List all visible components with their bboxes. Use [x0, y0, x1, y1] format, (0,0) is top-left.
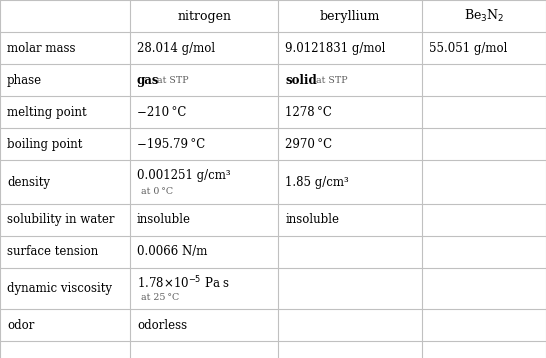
Text: 1278 °C: 1278 °C — [286, 106, 333, 118]
Text: 2970 °C: 2970 °C — [286, 138, 333, 151]
Text: surface tension: surface tension — [7, 246, 98, 258]
Text: density: density — [7, 175, 50, 189]
Text: beryllium: beryllium — [320, 10, 380, 23]
Text: at 25 °C: at 25 °C — [141, 293, 179, 302]
Text: −195.79 °C: −195.79 °C — [137, 138, 205, 151]
Text: Be$_3$N$_2$: Be$_3$N$_2$ — [464, 8, 504, 24]
Text: 1.78$\times$10$^{-5}$ Pa s: 1.78$\times$10$^{-5}$ Pa s — [137, 275, 230, 291]
Text: odor: odor — [7, 319, 34, 332]
Text: solid: solid — [286, 74, 317, 87]
Text: boiling point: boiling point — [7, 138, 82, 151]
Text: phase: phase — [7, 74, 42, 87]
Text: 28.014 g/mol: 28.014 g/mol — [137, 42, 215, 54]
Text: 1.85 g/cm³: 1.85 g/cm³ — [286, 175, 349, 189]
Text: solubility in water: solubility in water — [7, 213, 115, 226]
Text: −210 °C: −210 °C — [137, 106, 186, 118]
Text: insoluble: insoluble — [137, 213, 191, 226]
Text: odorless: odorless — [137, 319, 187, 332]
Text: at 0 °C: at 0 °C — [141, 187, 173, 196]
Text: nitrogen: nitrogen — [177, 10, 231, 23]
Text: insoluble: insoluble — [286, 213, 340, 226]
Text: melting point: melting point — [7, 106, 87, 118]
Text: gas: gas — [137, 74, 159, 87]
Text: at STP: at STP — [316, 76, 347, 84]
Text: dynamic viscosity: dynamic viscosity — [7, 282, 112, 295]
Text: at STP: at STP — [157, 76, 188, 84]
Text: 9.0121831 g/mol: 9.0121831 g/mol — [286, 42, 386, 54]
Text: 0.001251 g/cm³: 0.001251 g/cm³ — [137, 169, 230, 183]
Text: 55.051 g/mol: 55.051 g/mol — [429, 42, 507, 54]
Text: 0.0066 N/m: 0.0066 N/m — [137, 246, 207, 258]
Text: molar mass: molar mass — [7, 42, 75, 54]
